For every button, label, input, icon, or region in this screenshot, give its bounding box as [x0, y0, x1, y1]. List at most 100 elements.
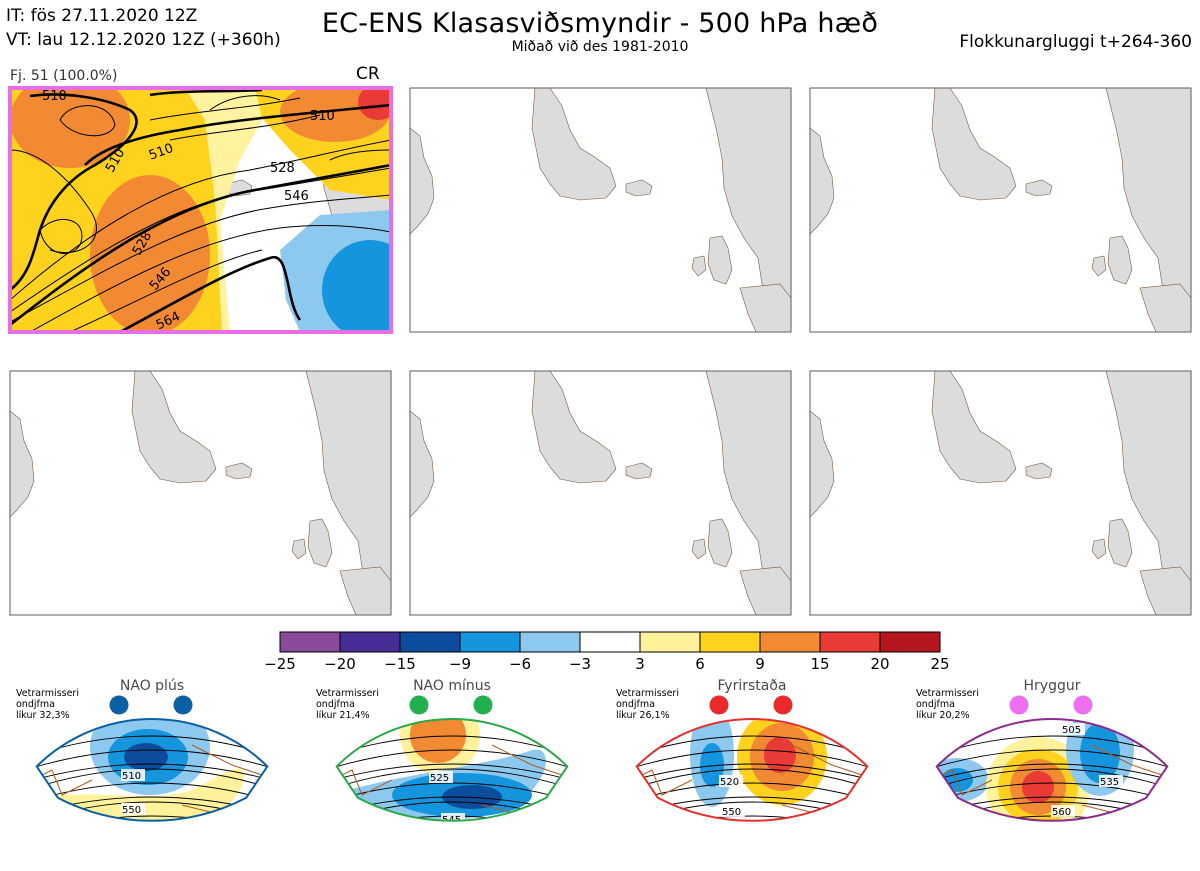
regime-note: líkur 32,3%	[16, 710, 70, 721]
colorbar-tick-label: −20	[324, 655, 356, 673]
anomaly-area	[1022, 771, 1054, 803]
cluster-map-4	[9, 370, 392, 616]
height-contour	[636, 763, 868, 794]
height-contour	[636, 768, 868, 805]
colorbar-swatch	[819, 631, 881, 653]
anomaly-area	[764, 737, 796, 773]
height-contour	[336, 735, 568, 772]
height-contour	[936, 796, 1168, 821]
regime-frame	[335, 718, 569, 822]
regime-frame	[35, 718, 269, 822]
regime-note: Vetrarmisseri	[16, 688, 79, 699]
regime-note: ondjfma	[916, 699, 955, 710]
colorbar-swatch	[579, 631, 641, 653]
height-contour	[336, 749, 568, 783]
regime-title: NAO plús	[120, 678, 184, 694]
colorbar-tick-label: −25	[264, 655, 296, 673]
anomaly-area	[442, 785, 502, 809]
anomaly-area	[700, 743, 724, 787]
height-contour	[636, 782, 868, 816]
cluster-members-label: Fj. 51 (100.0%)	[10, 68, 118, 84]
regime-dot	[1073, 695, 1093, 715]
height-contour	[892, 849, 1200, 871]
colorbar-swatch	[279, 631, 341, 653]
height-contour	[636, 815, 868, 821]
colorbar-tick-label: −15	[384, 655, 416, 673]
cluster-map-2	[409, 87, 792, 333]
colorbar-tick-label: 6	[695, 655, 705, 673]
regime-contour-label: 560	[740, 835, 759, 846]
colorbar-tick-label: −9	[449, 655, 471, 673]
regime-contour-label: 510	[122, 771, 141, 782]
contour-label: 510	[310, 109, 335, 124]
regime-title: Fyrirstaða	[718, 678, 787, 694]
colorbar-swatch	[879, 631, 941, 653]
regime-frame	[935, 717, 1169, 822]
height-contour	[336, 768, 568, 805]
height-contour	[936, 735, 1168, 772]
page-title: EC-ENS Klasasviðsmyndir - 500 hPa hæð	[321, 8, 879, 39]
regime-contour-label: 565	[448, 851, 467, 862]
regime-note: Vetrarmisseri	[616, 688, 679, 699]
regime-dot	[773, 695, 793, 715]
regime-note: ondjfma	[16, 699, 55, 710]
regime-note: ondjfma	[316, 699, 355, 710]
height-contour	[36, 735, 268, 772]
regime-dot	[409, 695, 429, 715]
colorbar-swatch	[759, 631, 821, 653]
page-subtitle: Miðað við des 1981-2010	[511, 39, 689, 55]
height-contour	[36, 768, 268, 805]
regime-dot	[1009, 695, 1029, 715]
regime-map: 520 550 560 Fyrirstaða Vetrarmisseriondjfmal…	[592, 678, 912, 871]
regime-map: 505 535 560 Hryggur Vetrarmisseriondjfmalíku…	[892, 678, 1200, 871]
colorbar-swatch	[519, 631, 581, 653]
cluster-regime-label: CR	[356, 64, 380, 84]
colorbar-tick-label: 3	[635, 655, 645, 673]
height-contour	[36, 782, 268, 816]
regime-contour-label: 525	[430, 773, 449, 784]
height-contour	[892, 835, 1200, 870]
initial-time: IT: fös 27.11.2020 12Z	[6, 6, 198, 26]
regime-contour-label: 550	[722, 807, 741, 818]
regime-contour-label: 550	[122, 805, 141, 816]
anomaly-area	[124, 743, 168, 771]
cluster-highlight-frame	[8, 86, 393, 334]
height-contour	[936, 749, 1168, 783]
regime-note: ondjfma	[616, 699, 655, 710]
height-contour	[292, 849, 612, 871]
height-contour	[592, 849, 912, 871]
height-contour	[292, 835, 612, 870]
height-contour	[636, 749, 868, 783]
regime-contour-label: 560	[1052, 807, 1071, 818]
regime-contour-label: 520	[720, 777, 739, 788]
regime-title: Hryggur	[1024, 678, 1081, 694]
regime-contour-label: 545	[442, 815, 461, 826]
regime-frame	[635, 718, 869, 822]
height-contour	[292, 830, 612, 859]
regime-note: líkur 20,2%	[916, 710, 970, 721]
height-contour	[336, 801, 568, 821]
height-contour	[592, 835, 912, 870]
height-contour	[36, 815, 268, 821]
valid-time: VT: lau 12.12.2020 12Z (+360h)	[6, 30, 281, 50]
colorbar: −25 −20 −15 −9 −6 −3 3 6 9 15 20 25	[264, 631, 950, 673]
height-contour	[636, 801, 868, 821]
cluster-map-3	[809, 87, 1192, 333]
regime-dot	[473, 695, 493, 715]
colorbar-tick-label: 15	[810, 655, 829, 673]
colorbar-tick-label: −3	[569, 655, 591, 673]
height-contour	[36, 801, 268, 821]
regime-map: 510 550 NAO plús Vetrarmisseriondjfmalíkur …	[0, 678, 312, 871]
height-contour	[0, 849, 312, 871]
regime-dot	[173, 695, 193, 715]
regime-map: 525 545 565 NAO mínus Vetrarmisseriondjfmalí…	[292, 678, 612, 871]
height-contour	[0, 835, 312, 870]
contour-label: 546	[284, 189, 309, 204]
cluster-map-5	[409, 370, 792, 616]
regime-note: líkur 26,1%	[616, 710, 670, 721]
height-contour	[36, 763, 268, 794]
colorbar-swatch	[639, 631, 701, 653]
regime-dot	[709, 695, 729, 715]
contour-label: 510	[42, 89, 67, 104]
